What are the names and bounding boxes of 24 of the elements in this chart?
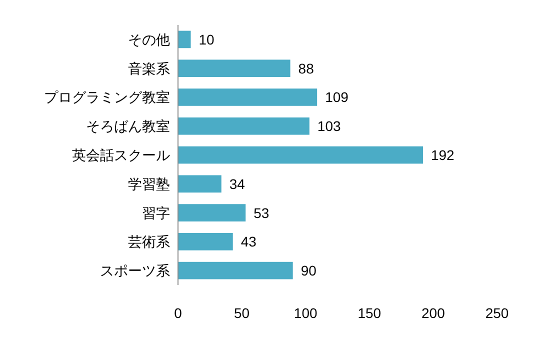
data-label: 103 — [317, 118, 341, 134]
y-tick-label: 習字 — [142, 204, 170, 221]
x-tick-label: 150 — [358, 305, 382, 321]
y-tick-label: 芸術系 — [128, 234, 170, 250]
data-label: 109 — [325, 89, 349, 106]
x-tick-label: 200 — [422, 305, 446, 321]
data-label: 43 — [240, 234, 257, 250]
x-tick-label: 0 — [174, 305, 182, 321]
data-label: 53 — [254, 204, 270, 221]
y-tick-label: 音楽系 — [128, 60, 170, 76]
y-tick-label: そろばん教室 — [86, 118, 170, 134]
y-tick-label: プログラミング教室 — [44, 89, 170, 106]
y-tick-label: その他 — [128, 31, 170, 48]
y-tick-label: 英会話スクール — [72, 147, 170, 163]
x-tick-label: 250 — [485, 305, 509, 321]
y-tick-label: 学習塾 — [128, 176, 170, 192]
data-label: 10 — [198, 31, 215, 48]
x-tick-label: 100 — [294, 305, 318, 321]
data-label: 90 — [300, 262, 317, 279]
y-tick-label: スポーツ系 — [100, 262, 170, 279]
data-label: 88 — [298, 60, 314, 76]
x-tick-label: 50 — [234, 305, 250, 321]
data-label: 192 — [430, 147, 455, 163]
data-label: 34 — [229, 176, 246, 192]
